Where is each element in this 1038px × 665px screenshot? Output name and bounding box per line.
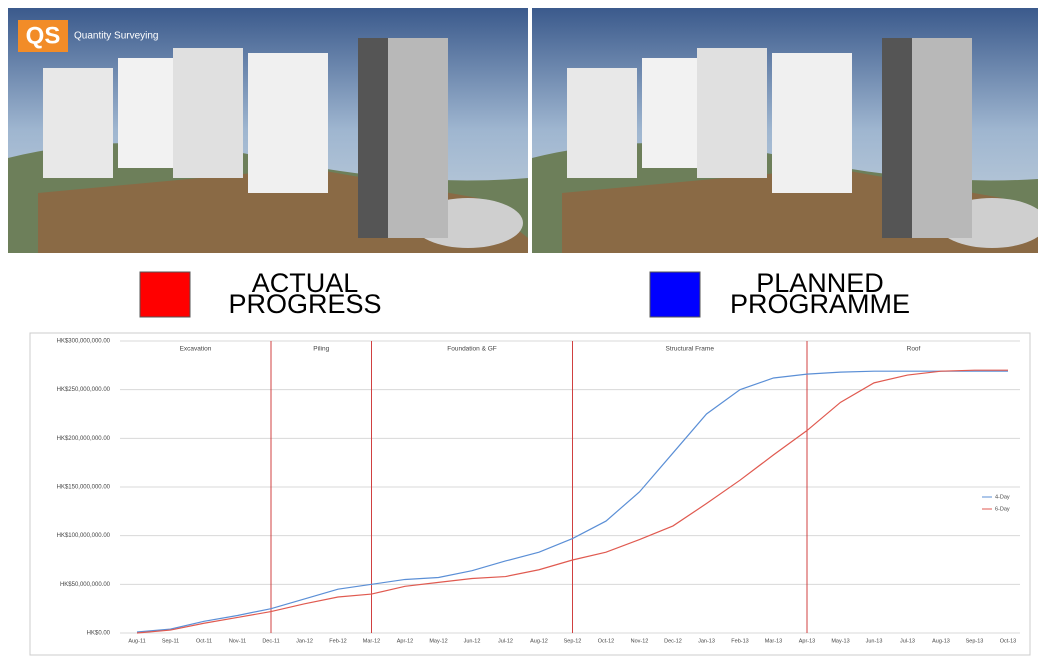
x-tick-label: Oct-13 (1000, 638, 1017, 644)
legend-swatch (649, 271, 701, 318)
legend-label: PROGRAMME (730, 289, 910, 319)
legend-label: ACTUAL (252, 268, 359, 298)
x-tick-label: Oct-11 (196, 638, 212, 644)
x-tick-label: Sep-11 (162, 638, 179, 644)
y-tick-label: HK$300,000,000.00 (57, 339, 111, 345)
legend-label: PROGRESS (228, 289, 381, 319)
series-line (136, 369, 1008, 634)
legend-label: 4-Day (995, 494, 1010, 500)
y-tick-label: HK$200,000,000.00 (57, 436, 111, 442)
phase-label: Roof (907, 346, 921, 353)
series-line (136, 370, 1008, 633)
x-tick-label: Aug-13 (932, 638, 950, 644)
x-tick-label: Jun-13 (866, 638, 883, 644)
x-tick-label: Nov-11 (229, 638, 246, 644)
x-tick-label: May-12 (429, 638, 447, 644)
x-tick-label: Mar-12 (363, 638, 380, 644)
x-tick-label: Jun-12 (464, 638, 481, 644)
logo-mark: QS (26, 22, 61, 49)
x-tick-label: Feb-13 (731, 638, 748, 644)
x-tick-label: Jan-13 (698, 638, 715, 644)
photo-left (8, 8, 528, 253)
y-tick-label: HK$150,000,000.00 (57, 485, 111, 491)
x-tick-label: Aug-12 (530, 638, 548, 644)
y-tick-label: HK$100,000,000.00 (57, 533, 111, 539)
x-tick-label: Aug-11 (128, 638, 145, 644)
x-tick-label: Feb-12 (329, 638, 346, 644)
phase-label: Structural Frame (666, 346, 715, 353)
x-tick-label: Apr-13 (799, 638, 816, 644)
legend-label: 6-Day (995, 506, 1010, 512)
logo-text: Quantity Surveying (74, 31, 159, 42)
x-tick-label: Oct-12 (598, 638, 615, 644)
x-tick-label: Jul-12 (498, 638, 513, 644)
legend-label: PLANNED (756, 268, 884, 298)
x-tick-label: Sep-13 (966, 638, 984, 644)
x-tick-label: Dec-11 (262, 638, 279, 644)
legend-swatch (139, 271, 191, 318)
x-tick-label: Sep-12 (564, 638, 582, 644)
x-tick-label: Mar-13 (765, 638, 782, 644)
x-tick-label: Jul-13 (900, 638, 915, 644)
x-tick-label: Dec-12 (664, 638, 682, 644)
x-tick-label: Jan-12 (296, 638, 313, 644)
phase-label: Foundation & GF (447, 346, 497, 353)
y-tick-label: HK$250,000,000.00 (57, 387, 111, 393)
phase-label: Excavation (180, 346, 212, 353)
x-tick-label: Nov-12 (631, 638, 649, 644)
x-tick-label: May-13 (831, 638, 849, 644)
photo-right (532, 8, 1038, 253)
y-tick-label: HK$50,000,000.00 (60, 582, 111, 588)
logo-badge (18, 20, 68, 52)
x-tick-label: Apr-12 (397, 638, 414, 644)
y-tick-label: HK$0.00 (87, 631, 111, 637)
phase-label: Piling (313, 346, 329, 353)
chart-frame (29, 332, 1031, 656)
